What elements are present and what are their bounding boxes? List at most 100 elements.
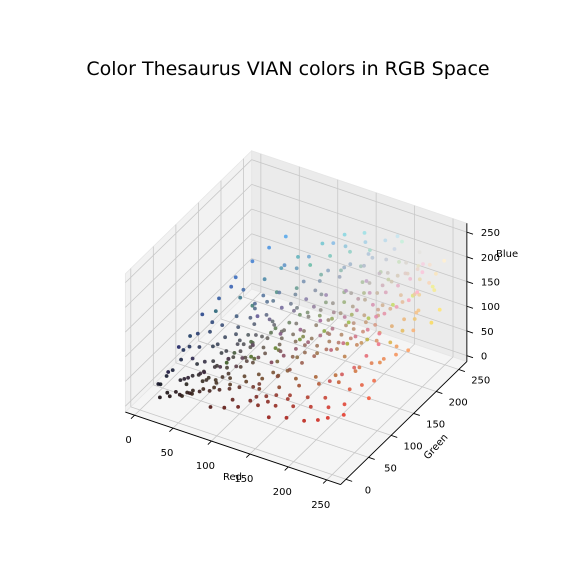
- z-tick-label: 200: [481, 253, 500, 264]
- data-point: [364, 320, 368, 325]
- data-point: [156, 382, 161, 386]
- data-point: [381, 357, 386, 361]
- x-tick: [322, 479, 328, 484]
- grid-line-blue: [125, 159, 252, 283]
- data-point: [331, 310, 336, 315]
- data-point: [251, 385, 256, 389]
- grid-line-blue: [251, 282, 467, 357]
- data-point: [266, 399, 270, 404]
- data-point: [279, 266, 284, 270]
- z-axis-label: Blue: [496, 249, 518, 260]
- data-point: [197, 345, 202, 349]
- data-point: [187, 391, 192, 395]
- data-point: [243, 355, 248, 360]
- data-point: [327, 339, 332, 344]
- data-point: [326, 405, 331, 410]
- data-point: [294, 347, 298, 351]
- data-point: [250, 303, 255, 308]
- data-point: [359, 264, 363, 269]
- data-point: [214, 381, 219, 385]
- grid-line-blue: [251, 208, 467, 282]
- data-point: [430, 284, 435, 289]
- data-point: [427, 281, 431, 285]
- grid-line-red: [288, 343, 415, 468]
- data-point: [231, 355, 236, 359]
- data-point: [343, 244, 348, 249]
- data-point: [342, 315, 347, 319]
- data-point: [237, 338, 242, 343]
- data-point: [395, 273, 400, 278]
- data-point: [403, 271, 408, 276]
- data-point: [309, 336, 314, 341]
- data-point: [391, 302, 395, 307]
- data-point: [342, 300, 347, 304]
- data-point: [226, 371, 231, 376]
- data-point: [242, 374, 247, 379]
- data-point: [373, 323, 378, 327]
- x-tick: [245, 453, 251, 458]
- data-point: [371, 302, 375, 307]
- data-point: [340, 372, 344, 377]
- data-point: [220, 323, 225, 327]
- data-point: [260, 376, 265, 381]
- data-point: [230, 397, 235, 402]
- data-point: [184, 382, 189, 387]
- data-point: [217, 296, 221, 301]
- data-point: [222, 405, 227, 410]
- data-point: [170, 368, 175, 372]
- data-point: [408, 277, 413, 281]
- data-point: [353, 369, 358, 373]
- data-point: [298, 312, 302, 317]
- data-point: [342, 265, 347, 270]
- data-point: [252, 356, 257, 361]
- data-point: [322, 329, 327, 333]
- x-tick-label: 250: [311, 500, 330, 511]
- data-point: [237, 385, 242, 390]
- data-point: [166, 370, 171, 374]
- data-point: [394, 352, 398, 357]
- y-tick-label: 50: [384, 463, 397, 474]
- data-point: [229, 284, 234, 289]
- data-point: [412, 292, 417, 297]
- data-point: [274, 393, 279, 397]
- data-point: [294, 321, 299, 326]
- data-point: [279, 305, 284, 310]
- data-point: [365, 327, 370, 332]
- data-points: [156, 231, 447, 423]
- data-point: [351, 327, 356, 331]
- data-point: [223, 335, 228, 340]
- z-tick: [466, 281, 474, 285]
- data-point: [404, 260, 408, 265]
- data-point: [235, 342, 240, 346]
- data-point: [281, 353, 286, 358]
- data-point: [318, 308, 323, 312]
- data-point: [350, 304, 355, 309]
- x-tick-label: 150: [234, 474, 253, 485]
- data-point: [367, 281, 372, 285]
- data-point: [383, 290, 388, 295]
- grid-lines: [125, 153, 467, 481]
- data-point: [362, 291, 366, 295]
- data-point: [352, 365, 357, 370]
- data-point: [252, 322, 257, 326]
- data-point: [378, 360, 382, 365]
- data-point: [308, 404, 313, 409]
- data-point: [177, 392, 182, 397]
- grid-line-blue: [125, 184, 252, 308]
- data-point: [303, 350, 307, 355]
- y-tick-label: 100: [404, 441, 423, 452]
- data-point: [313, 375, 318, 379]
- data-point: [275, 374, 280, 379]
- data-point: [353, 334, 358, 339]
- data-point: [359, 341, 364, 345]
- data-point: [367, 396, 371, 401]
- data-point: [282, 263, 287, 268]
- data-point: [349, 312, 354, 317]
- data-point: [364, 354, 369, 358]
- data-point: [218, 365, 223, 369]
- data-point: [254, 394, 259, 399]
- data-point: [202, 370, 207, 375]
- data-point: [400, 300, 405, 304]
- data-point: [388, 306, 393, 311]
- data-point: [306, 340, 310, 345]
